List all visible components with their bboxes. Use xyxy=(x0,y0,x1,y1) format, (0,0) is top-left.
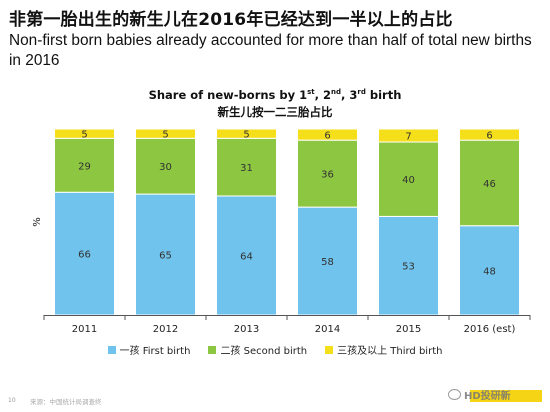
bar-segment xyxy=(135,137,196,195)
x-tick-label: 2016 (est) xyxy=(464,324,516,335)
data-label: 53 xyxy=(402,262,415,273)
bar-segment xyxy=(378,128,439,143)
data-label: 46 xyxy=(483,179,496,190)
chart-title-sup: rd xyxy=(357,88,366,97)
data-label: 5 xyxy=(81,130,87,141)
data-label: 7 xyxy=(405,132,411,143)
x-tick-label: 2011 xyxy=(72,324,97,335)
legend-label-second: 二孩 Second birth xyxy=(220,346,308,357)
chart-title-sup: nd xyxy=(331,88,342,97)
bar-segment xyxy=(54,137,115,193)
data-label: 31 xyxy=(240,163,253,174)
x-tick-label: 2013 xyxy=(234,324,259,335)
title-chinese: 非第一胎出生的新生儿在2016年已经达到一半以上的占比 xyxy=(9,10,453,30)
legend-item-first: 一孩 First birth xyxy=(107,342,191,357)
chart-legend: 一孩 First birth 二孩 Second birth 三孩及以上 Thi… xyxy=(0,342,550,357)
source-note: 来源：中国统计局调查终 xyxy=(30,398,102,406)
data-label: 48 xyxy=(483,266,496,277)
data-label: 30 xyxy=(159,162,172,173)
chart-subtitle: 新生儿按一二三胎占比 xyxy=(217,105,333,119)
legend-swatch-second xyxy=(208,345,217,354)
chart-title-part: , 2 xyxy=(314,88,332,102)
bar-segment xyxy=(54,191,115,316)
bar-segment xyxy=(459,128,520,141)
bar-segment xyxy=(459,139,520,227)
legend-swatch-first xyxy=(107,345,116,354)
chart-title: Share of new-borns by 1st, 2nd, 3rd birt… xyxy=(0,88,550,103)
data-label: 6 xyxy=(486,131,492,142)
wechat-icon xyxy=(448,389,461,400)
legend-item-third: 三孩及以上 Third birth xyxy=(325,342,442,357)
chart-title-part: , 3 xyxy=(341,88,358,102)
watermark: HD投研新 xyxy=(448,387,511,402)
legend-swatch-third xyxy=(325,345,334,354)
page-number: 10 xyxy=(8,397,16,404)
legend-label-first: 一孩 First birth xyxy=(119,346,191,357)
watermark-text: HD投研新 xyxy=(464,391,511,402)
title-english: Non-first born babies already accounted … xyxy=(9,32,532,69)
bar-segment xyxy=(297,128,358,141)
data-label: 5 xyxy=(243,130,249,141)
legend-item-second: 二孩 Second birth xyxy=(208,342,307,357)
data-label: 29 xyxy=(78,161,91,172)
bar-segment xyxy=(378,141,439,217)
y-axis-label: % xyxy=(32,217,43,227)
data-label: 5 xyxy=(162,130,168,141)
data-label: 66 xyxy=(78,250,91,261)
bar-segment xyxy=(216,137,277,197)
bar-segment xyxy=(459,225,520,316)
data-label: 6 xyxy=(324,131,330,142)
data-label: 64 xyxy=(240,251,253,262)
data-label: 58 xyxy=(321,257,334,268)
data-label: 65 xyxy=(159,251,172,262)
data-label: 36 xyxy=(321,170,334,181)
bar-segment xyxy=(216,128,277,139)
chart-title-part: Share of new-borns by 1 xyxy=(148,88,308,102)
bar-segment xyxy=(216,195,277,316)
data-label: 40 xyxy=(402,175,415,186)
x-tick-label: 2015 xyxy=(396,324,421,335)
bar-segment xyxy=(54,128,115,139)
bar-segment xyxy=(135,128,196,139)
brand-logo-bar xyxy=(470,390,542,402)
x-tick-label: 2014 xyxy=(315,324,340,335)
chart-title-sup: st xyxy=(307,88,315,97)
x-tick-label: 2012 xyxy=(153,324,178,335)
bar-segment xyxy=(297,206,358,316)
legend-label-third: 三孩及以上 Third birth xyxy=(337,346,443,357)
chart-title-part: birth xyxy=(365,88,402,102)
